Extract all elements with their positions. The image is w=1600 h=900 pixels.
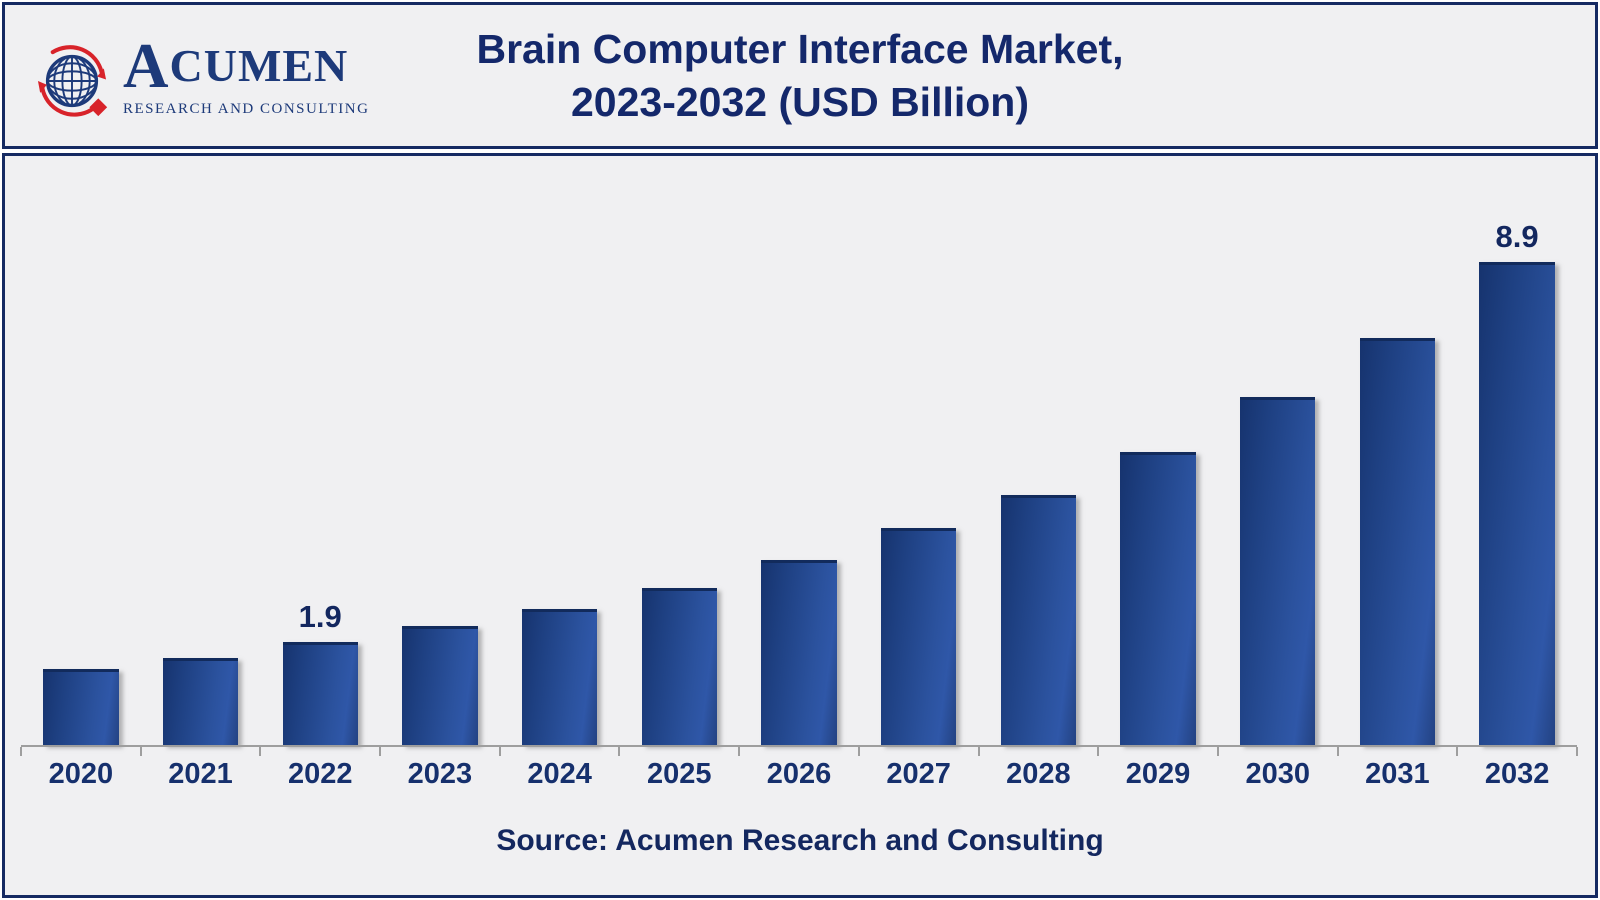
- x-axis-labels: 2020 2021 2022 2023 2024 2025 2026 2027 2028 2029…: [21, 758, 1577, 791]
- year-label-2029: 2029: [1125, 758, 1191, 790]
- globe-icon: [37, 45, 108, 117]
- year-label-2025: 2025: [647, 758, 712, 790]
- bar-2024: [521, 609, 598, 745]
- bar-2027: [880, 528, 957, 745]
- axis-tick: [738, 747, 741, 756]
- axis-tick: [379, 747, 382, 756]
- bar-2021: [162, 658, 239, 745]
- bar-2022: 1.9: [282, 599, 358, 745]
- bar-column-2023: [380, 156, 500, 745]
- bar-column-2022: 1.9: [260, 156, 380, 745]
- chart-title-line2: 2023-2032 (USD Billion): [571, 79, 1029, 126]
- bar-column-2021: [141, 156, 261, 745]
- bar-2028: [1000, 495, 1077, 745]
- bar-value-label-2032: 8.9: [1495, 219, 1539, 254]
- year-label-2020: 2020: [48, 758, 114, 790]
- year-label-2028: 2028: [1006, 758, 1071, 790]
- source-caption: Source: Acumen Research and Consulting: [496, 824, 1104, 857]
- header-panel: ACUMEN RESEARCH AND CONSULTING Brain Com…: [2, 2, 1598, 149]
- axis-tick: [857, 747, 860, 756]
- bar-2020: [43, 669, 119, 745]
- axis-tick: [618, 747, 621, 756]
- year-label-2031: 2031: [1365, 758, 1430, 790]
- bar-2029: [1120, 452, 1196, 745]
- axis-tick: [1336, 747, 1339, 756]
- axis-tick: [1216, 747, 1219, 756]
- axis-tick: [259, 747, 262, 756]
- bar-2026: [761, 560, 837, 745]
- chart-title: Brain Computer Interface Market, 2023-20…: [5, 23, 1595, 130]
- brand-rest: CUMEN: [169, 40, 349, 91]
- year-label-2027: 2027: [886, 758, 951, 790]
- year-label-2021: 2021: [168, 758, 233, 790]
- year-label-2026: 2026: [766, 758, 832, 790]
- bar-2032: 8.9: [1479, 219, 1555, 745]
- brand-tagline: RESEARCH AND CONSULTING: [123, 101, 370, 117]
- chart-panel: 1.9 8.9 2020 2021 2022 2023 2024 2025 2026 2027 2…: [2, 153, 1598, 898]
- year-label-2030: 2030: [1245, 758, 1310, 790]
- axis-tick: [498, 747, 501, 756]
- brand-initial: A: [123, 31, 170, 101]
- bar-column-2025: [619, 156, 739, 745]
- axis-tick: [977, 747, 980, 756]
- axis-tick: [139, 747, 142, 756]
- year-label-2024: 2024: [527, 758, 592, 790]
- brand-name: ACUMEN: [123, 35, 393, 98]
- bar-2030: [1240, 397, 1316, 745]
- axis-tick: [1456, 747, 1459, 756]
- bar-column-2031: [1338, 156, 1458, 745]
- axis-tick: [1576, 747, 1578, 756]
- bar-column-2032: 8.9: [1457, 156, 1577, 745]
- axis-tick: [1097, 747, 1100, 756]
- bar-column-2028: [979, 156, 1099, 745]
- brand-wordmark: ACUMEN RESEARCH AND CONSULTING: [123, 35, 393, 118]
- bar-2031: [1359, 338, 1436, 745]
- bar-column-2020: [21, 156, 141, 745]
- bar-value-label-2022: 1.9: [298, 599, 342, 634]
- year-label-2032: 2032: [1484, 758, 1550, 790]
- bar-column-2024: [500, 156, 620, 745]
- bar-column-2030: [1218, 156, 1338, 745]
- bar-2025: [641, 588, 717, 745]
- bar-column-2026: [739, 156, 859, 745]
- chart-title-line1: Brain Computer Interface Market,: [476, 26, 1124, 72]
- bar-column-2029: [1098, 156, 1218, 745]
- x-axis-line: [21, 745, 1577, 747]
- year-label-2023: 2023: [407, 758, 473, 790]
- bar-column-2027: [859, 156, 979, 745]
- year-label-2022: 2022: [287, 758, 353, 790]
- axis-tick: [20, 747, 22, 756]
- acumen-logo: ACUMEN RESEARCH AND CONSULTING: [35, 33, 395, 128]
- plot-area: 1.9 8.9: [21, 156, 1577, 745]
- bar-2023: [402, 626, 478, 745]
- x-axis-ticks: [20, 747, 1578, 757]
